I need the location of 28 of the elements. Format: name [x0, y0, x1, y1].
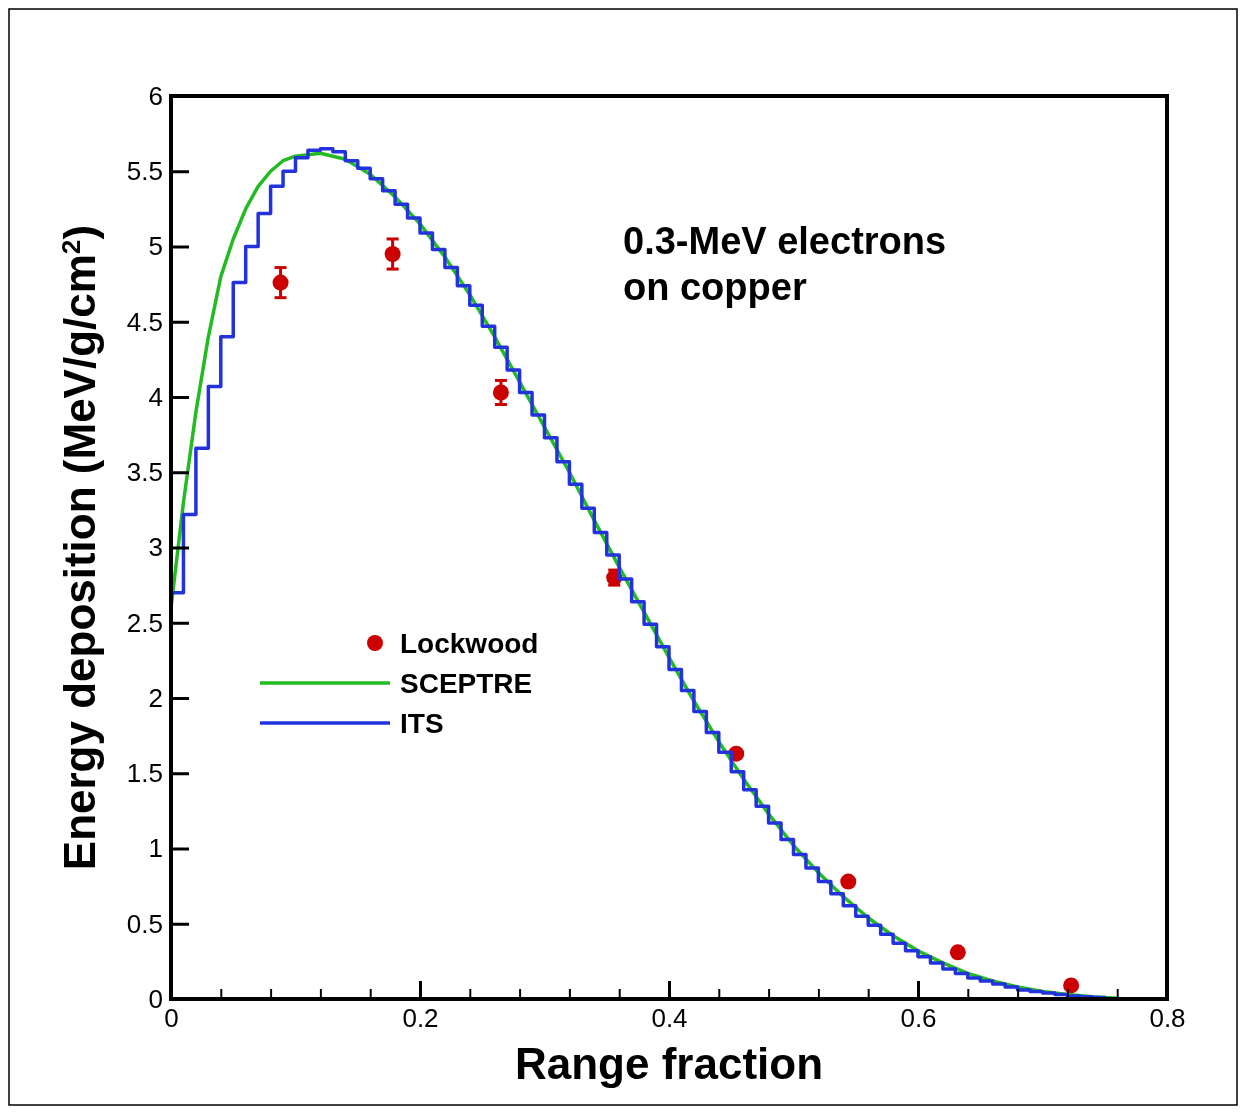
y-tick-label: 4: [148, 381, 163, 412]
y-tick-label: 1.5: [126, 758, 163, 789]
x-axis-title: Range fraction: [514, 1039, 824, 1088]
point: [840, 873, 857, 890]
y-tick-label: 3: [148, 532, 163, 563]
x-tick-label: 0.2: [402, 1003, 439, 1034]
x-tick-label: 0.6: [900, 1003, 937, 1034]
point: [492, 384, 509, 401]
legend-label: Lockwood: [400, 628, 539, 659]
y-tick-label: 0.5: [126, 908, 163, 939]
annotation: 0.3-MeV electrons on copper: [623, 220, 947, 308]
y-tick-label: 6: [148, 80, 163, 111]
x-tick-label: 0.4: [651, 1003, 688, 1034]
y-tick-label: 3.5: [126, 457, 163, 488]
point: [384, 246, 401, 263]
y-tick-label: 2: [148, 682, 163, 713]
legend-label: SCEPTRE: [400, 668, 533, 699]
y-tick-label: 1: [148, 833, 163, 864]
point: [1063, 977, 1080, 994]
y-tick-label: 5.5: [126, 156, 163, 187]
legend-label: ITS: [400, 708, 444, 739]
point: [272, 274, 289, 291]
y-tick-label: 5: [148, 231, 163, 262]
x-tick-label: 0.8: [1149, 1003, 1186, 1034]
y-tick-label: 2.5: [126, 607, 163, 638]
y-tick-label: 0: [148, 983, 163, 1014]
y-tick-label: 4.5: [126, 306, 163, 337]
point: [949, 944, 966, 961]
